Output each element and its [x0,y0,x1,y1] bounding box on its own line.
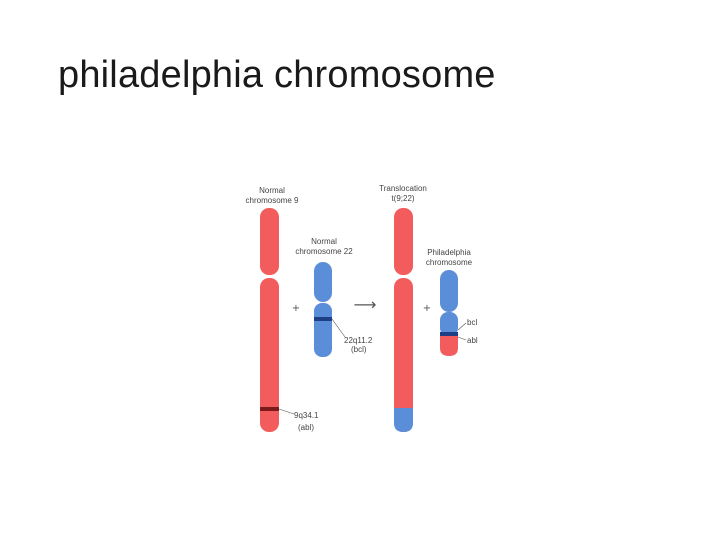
leader-22q11 [331,318,346,338]
label-9q34-line2: (abl) [298,423,314,432]
ph-bcr-abl-band [440,332,458,336]
label-translocation-line2: t(9;22) [391,194,414,203]
normal-chromosome-9 [260,208,279,432]
chr9-band-9q34 [260,407,279,411]
normal-chromosome-22 [314,262,332,357]
leader-bcl [457,322,467,331]
chr9-long-arm [260,278,279,432]
slide-title: philadelphia chromosome [58,54,496,96]
philadelphia-chromosome [440,270,458,356]
plus-sign-right: + [423,303,431,314]
label-abl: abl [467,336,478,345]
leader-9q34 [278,408,295,415]
chr22-band-22q11 [314,317,332,321]
label-philadelphia-line1: Philadelphia [427,248,471,257]
label-translocation-line1: Translocation [379,184,427,193]
label-9q34-line1: 9q34.1 [294,411,319,420]
leader-abl [457,336,467,341]
der9-long-arm [394,278,413,432]
translocated-chromosome-9 [394,208,413,432]
label-normal-9-line1: Normal [259,186,285,195]
label-normal-9-line2: chromosome 9 [246,196,299,205]
label-philadelphia-line2: chromosome [426,258,473,267]
label-bcl: bcl [467,318,477,327]
der9-chr22-segment [394,408,413,432]
plus-sign-left: + [292,303,300,314]
chr9-short-arm [260,208,279,275]
ph-chr9-segment [440,333,458,356]
der9-short-arm [394,208,413,275]
label-22q11-line1: 22q11.2 [344,336,373,345]
ph-short-arm [440,270,458,312]
chr22-short-arm [314,262,332,302]
arrow-icon: ⟶ [354,295,377,314]
ph-long-arm-22 [440,312,458,336]
label-normal-22-line2: chromosome 22 [295,247,353,256]
label-22q11-line2: (bcl) [351,345,367,354]
label-normal-22-line1: Normal [311,237,337,246]
chr22-long-arm [314,303,332,357]
